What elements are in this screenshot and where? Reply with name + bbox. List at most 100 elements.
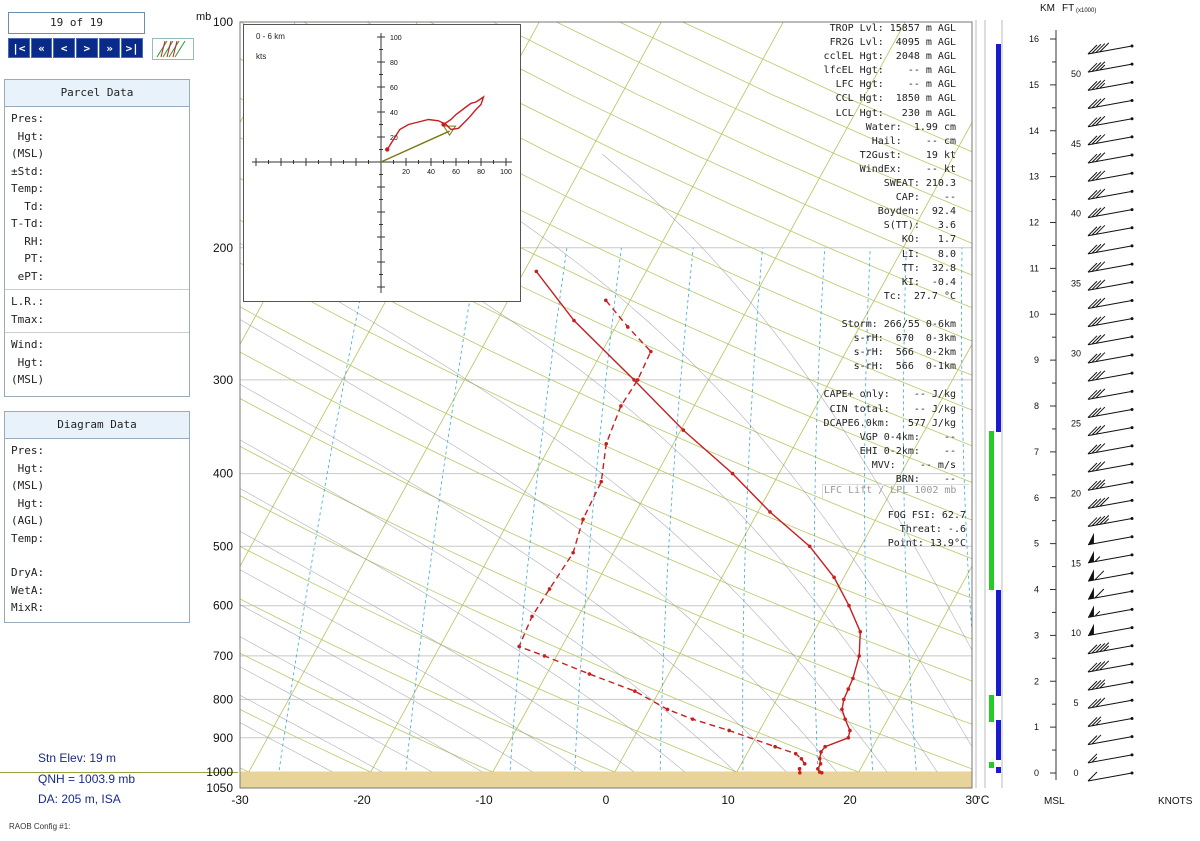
isotherm-line bbox=[240, 22, 662, 788]
cloud-layer-bar bbox=[989, 431, 994, 590]
hodograph-inset[interactable]: 0 - 6 km kts 20 40 60 80 100 20 40 60 80 100 bbox=[243, 24, 521, 302]
hodograph-title: 0 - 6 km bbox=[256, 32, 285, 41]
wind-barb-feather bbox=[1099, 496, 1110, 507]
wind-barb-pennant bbox=[1088, 605, 1094, 618]
next-button[interactable]: > bbox=[76, 38, 98, 58]
index-row: s-rH: 566 0-2km bbox=[853, 347, 956, 359]
moist-adiabat-line bbox=[240, 722, 363, 788]
wind-barb-feather bbox=[1095, 188, 1106, 199]
previous-button[interactable]: < bbox=[53, 38, 76, 58]
wind-barb-point bbox=[1130, 153, 1134, 157]
wind-barb-feather bbox=[1095, 43, 1106, 53]
wind-barb-shaft bbox=[1087, 536, 1133, 546]
first-button[interactable]: |< bbox=[8, 38, 30, 58]
wind-barb-feather bbox=[1099, 642, 1110, 652]
temperature-axis-label: °C bbox=[976, 793, 990, 807]
parcel-data-title: Parcel Data bbox=[5, 80, 189, 107]
ft-tick-label: 10 bbox=[1071, 628, 1081, 638]
temperature-point bbox=[818, 762, 823, 766]
next-page-button[interactable]: » bbox=[98, 38, 121, 58]
parcel-lr-label: L.R.: bbox=[11, 295, 45, 308]
station-qnh: QNH = 1003.9 mb bbox=[38, 772, 136, 786]
temperature-tick-label: -20 bbox=[353, 793, 371, 807]
wind-barb-point bbox=[1130, 589, 1134, 593]
wind-barb-pennant bbox=[1088, 550, 1094, 563]
wind-barb-shaft bbox=[1087, 118, 1133, 128]
wind-barb-pennant bbox=[1088, 569, 1094, 582]
wind-barb-shaft bbox=[1087, 45, 1133, 55]
lfc-note: LFC Lift / LPL 1002 mb bbox=[824, 485, 957, 496]
wind-barb-feather bbox=[1091, 134, 1102, 145]
moist-adiabat-line bbox=[240, 319, 851, 788]
temperature-point bbox=[846, 735, 851, 740]
wind-barb-feather bbox=[1099, 42, 1110, 53]
dewpoint-point bbox=[802, 762, 807, 766]
dry-adiabat-line bbox=[240, 351, 972, 682]
dry-adiabat-line bbox=[240, 22, 972, 376]
skewt-thumbnail-icon[interactable] bbox=[152, 38, 194, 60]
wind-barb-feather bbox=[1095, 152, 1106, 162]
wind-barb-shaft bbox=[1087, 481, 1133, 491]
hodograph-trace bbox=[386, 95, 485, 150]
cloud-layer-bar bbox=[996, 44, 1001, 432]
dewpoint-point bbox=[587, 672, 592, 676]
wind-barb-point bbox=[1130, 189, 1134, 193]
wind-barb-feather bbox=[1087, 335, 1098, 346]
msl-label: MSL bbox=[1044, 796, 1065, 807]
dry-adiabat-line bbox=[240, 97, 972, 447]
wind-barb-half-feather bbox=[1099, 64, 1106, 71]
wind-barb-feather bbox=[1095, 170, 1106, 181]
wind-barb-feather bbox=[1087, 280, 1098, 291]
parcel-std-label: ±Std: bbox=[11, 164, 45, 178]
temperature-point bbox=[846, 687, 851, 691]
wind-barb-point bbox=[1130, 517, 1134, 521]
wind-barb-shaft bbox=[1087, 63, 1133, 73]
wind-barb-feather bbox=[1095, 406, 1106, 417]
wind-barb-point bbox=[1130, 680, 1134, 684]
wind-barb-shaft bbox=[1087, 445, 1133, 455]
wind-barb-point bbox=[1130, 498, 1134, 502]
dry-adiabat-line bbox=[240, 546, 777, 788]
wind-barb-feather bbox=[1091, 389, 1102, 399]
wind-barb-shaft bbox=[1087, 409, 1133, 418]
diagram-agl-label: (AGL) bbox=[11, 514, 45, 527]
fog-threat: Threat: -.6 bbox=[899, 524, 966, 535]
dry-adiabat-line bbox=[240, 177, 972, 521]
wind-barb-feather bbox=[1095, 279, 1106, 290]
wind-barb-shaft bbox=[1087, 572, 1133, 582]
ft-tick-label: 25 bbox=[1071, 418, 1081, 428]
wind-barb-shaft bbox=[1087, 154, 1133, 164]
wind-barb-feather bbox=[1087, 371, 1098, 382]
last-button[interactable]: >| bbox=[121, 38, 144, 58]
wind-barb-shaft bbox=[1087, 372, 1133, 382]
moist-adiabat-line bbox=[240, 666, 460, 788]
wind-barb-shaft bbox=[1087, 663, 1133, 673]
index-row: Water: 1.99 cm bbox=[865, 121, 956, 133]
wind-barb-point bbox=[1130, 244, 1134, 248]
index-row: LCL Hgt: 230 m AGL bbox=[835, 107, 956, 119]
fog-panel: FOG FSI: 62.7 Threat: -.6 Point: 13.9°C bbox=[860, 509, 966, 551]
previous-page-button[interactable]: « bbox=[30, 38, 53, 58]
wind-barb-shaft bbox=[1087, 772, 1133, 782]
wind-barb-feather bbox=[1091, 243, 1102, 254]
wind-barb-shaft bbox=[1087, 172, 1133, 182]
temperature-point bbox=[851, 676, 855, 681]
dewpoint-point bbox=[571, 550, 575, 555]
parcel-wind-label: Wind: bbox=[11, 338, 45, 351]
dewpoint-point bbox=[604, 298, 608, 303]
moist-adiabat-line bbox=[240, 694, 411, 788]
moist-adiabat-line bbox=[240, 242, 900, 788]
dewpoint-point bbox=[793, 751, 798, 756]
hodograph-start-point bbox=[385, 147, 390, 152]
wind-barb-feather bbox=[1091, 298, 1102, 309]
wind-barb-point bbox=[1130, 335, 1134, 339]
dry-adiabat-line bbox=[240, 709, 406, 788]
wind-barb-feather bbox=[1091, 62, 1102, 72]
temperature-point bbox=[730, 471, 735, 476]
wind-barb-shaft bbox=[1087, 627, 1133, 637]
wind-barb-point bbox=[1130, 607, 1134, 611]
wind-barb-shaft bbox=[1087, 190, 1133, 200]
pressure-tick-label: 200 bbox=[213, 241, 233, 255]
